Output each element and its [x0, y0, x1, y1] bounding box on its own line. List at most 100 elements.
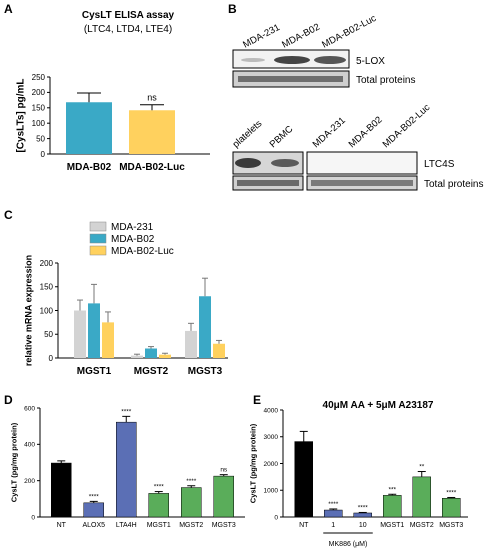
chart-c-y-tick-label: 100 [40, 306, 54, 315]
chart-a-y-tick-label: 0 [41, 150, 46, 159]
chart-a-y-tick-label: 50 [36, 134, 45, 143]
chart-e-title: 40μM AA + 5μM A23187 [323, 400, 434, 411]
panel-letter-b: B [228, 2, 237, 16]
chart-a-y-tick-label: 100 [32, 119, 46, 128]
chart-e-y-tick-label: 2000 [264, 461, 279, 468]
chart-a-y-tick-label: 200 [32, 88, 46, 97]
chart-c-legend-swatch [89, 233, 107, 244]
chart-c-bar [74, 310, 86, 358]
lox-band [274, 56, 310, 64]
chart-c-y-tick-label: 200 [40, 259, 54, 268]
panel-letter-c: C [4, 208, 13, 222]
chart-d-category-label: ALOX5 [82, 522, 105, 529]
chart-e-annotation: ** [419, 464, 425, 471]
lox-band [314, 56, 346, 64]
chart-c-legend-swatch [89, 221, 107, 232]
chart-c-bar [102, 322, 114, 358]
chart-e-category-label: 10 [359, 522, 367, 529]
chart-e-annotation: **** [446, 489, 457, 496]
chart-e-bar [442, 498, 461, 518]
chart-e-bar [353, 512, 372, 518]
chart-a-subtitle: (LTC4, LTD4, LTE4) [84, 24, 172, 35]
chart-d-y-tick-label: 200 [24, 478, 35, 485]
lox-total-label: Total proteins [356, 75, 415, 86]
chart-e-category-label: MGST3 [439, 522, 463, 529]
chart-c-y-tick-label: 0 [49, 354, 54, 363]
chart-a-annotation: ns [147, 93, 157, 103]
chart-e-y-tick-label: 0 [274, 514, 278, 521]
panel-letter-a: A [4, 2, 13, 16]
lox-label: 5-LOX [356, 56, 385, 67]
chart-e-annotation: **** [358, 504, 369, 511]
chart-c-category-label: MGST1 [77, 366, 112, 377]
chart-e-y-tick-label: 3000 [264, 434, 279, 441]
chart-e-y-axis-label: CysLT (pg/mg protein) [248, 423, 257, 503]
chart-e-group-label: MK886 (μM) [329, 541, 368, 548]
chart-c-bar [185, 330, 197, 358]
chart-c-bar [159, 354, 171, 358]
chart-c-bar [131, 355, 143, 358]
chart-e-annotation: *** [388, 486, 396, 493]
lox-total-band [238, 76, 343, 82]
chart-d-y-tick-label: 400 [24, 442, 35, 449]
ltc4s-total-band [311, 180, 413, 186]
chart-c-y-tick-label: 50 [44, 330, 53, 339]
chart-c-category-label: MGST2 [134, 366, 169, 377]
chart-c-y-tick-label: 150 [40, 283, 54, 292]
chart-c-bar [213, 343, 225, 358]
chart-a-title: CysLT ELISA assay [82, 10, 175, 21]
chart-a-y-tick-label: 250 [32, 73, 46, 82]
chart-c-legend-label: MDA-B02-Luc [111, 246, 174, 257]
chart-d-annotation: **** [186, 478, 197, 485]
chart-d-category-label: LTA4H [116, 522, 137, 529]
chart-d-y-tick-label: 600 [24, 405, 35, 412]
chart-c-bar [145, 348, 157, 358]
chart-e-category-label: MGST1 [380, 522, 404, 529]
chart-a-bar [66, 102, 112, 154]
chart-a-y-axis-label: [CysLTs] pg/mL [16, 78, 27, 152]
chart-e-category-label: NT [299, 522, 309, 529]
chart-d-category-label: MGST2 [179, 522, 203, 529]
chart-e-bar [383, 495, 402, 518]
chart-c-bar [199, 296, 211, 358]
ltc4s-total-band [237, 180, 299, 186]
ltc4s-blot-left [232, 151, 304, 175]
chart-d-category-label: MGST3 [212, 522, 236, 529]
chart-d-y-tick-label: 0 [31, 514, 35, 521]
chart-e-annotation: **** [328, 501, 339, 508]
chart-d-category-label: MGST1 [147, 522, 171, 529]
chart-a-bar [129, 110, 175, 154]
chart-d-annotation: **** [154, 484, 165, 491]
chart-e-category-label: MGST2 [410, 522, 434, 529]
chart-a-y-tick-label: 150 [32, 104, 46, 113]
lox-band [241, 58, 265, 62]
ltc4s-total-label: Total proteins [424, 179, 483, 190]
panel-letter-e: E [253, 393, 262, 407]
ltc4s-blot-right [306, 151, 418, 175]
ltc4s-band [271, 159, 299, 167]
chart-c-category-label: MGST3 [188, 366, 223, 377]
chart-c-y-axis-label: relative mRNA expression [24, 255, 34, 366]
chart-c-legend-label: MDA-231 [111, 222, 154, 233]
chart-e-bar [412, 476, 431, 518]
chart-e-y-tick-label: 1000 [264, 488, 279, 495]
chart-d-category-label: NT [57, 522, 67, 529]
ltc4s-label: LTC4S [424, 159, 455, 170]
chart-d-annotation: ns [220, 467, 228, 474]
chart-c-legend-label: MDA-B02 [111, 234, 155, 245]
chart-d-y-axis-label: CysLT (pg/mg protein) [9, 422, 18, 502]
chart-a-category-label: MDA-B02 [67, 162, 112, 173]
panel-letter-d: D [4, 393, 13, 407]
chart-d-annotation: **** [121, 408, 132, 415]
ltc4s-band [235, 158, 261, 168]
chart-e-category-label: 1 [331, 522, 335, 529]
chart-d-annotation: **** [89, 493, 100, 500]
chart-a-category-label: MDA-B02-Luc [119, 162, 185, 173]
chart-c-bar [88, 303, 100, 358]
chart-e-y-tick-label: 4000 [264, 407, 279, 414]
